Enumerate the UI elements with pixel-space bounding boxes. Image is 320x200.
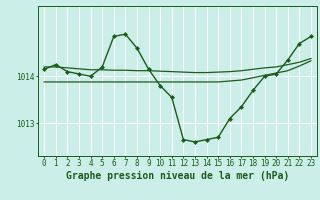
X-axis label: Graphe pression niveau de la mer (hPa): Graphe pression niveau de la mer (hPa) <box>66 171 289 181</box>
